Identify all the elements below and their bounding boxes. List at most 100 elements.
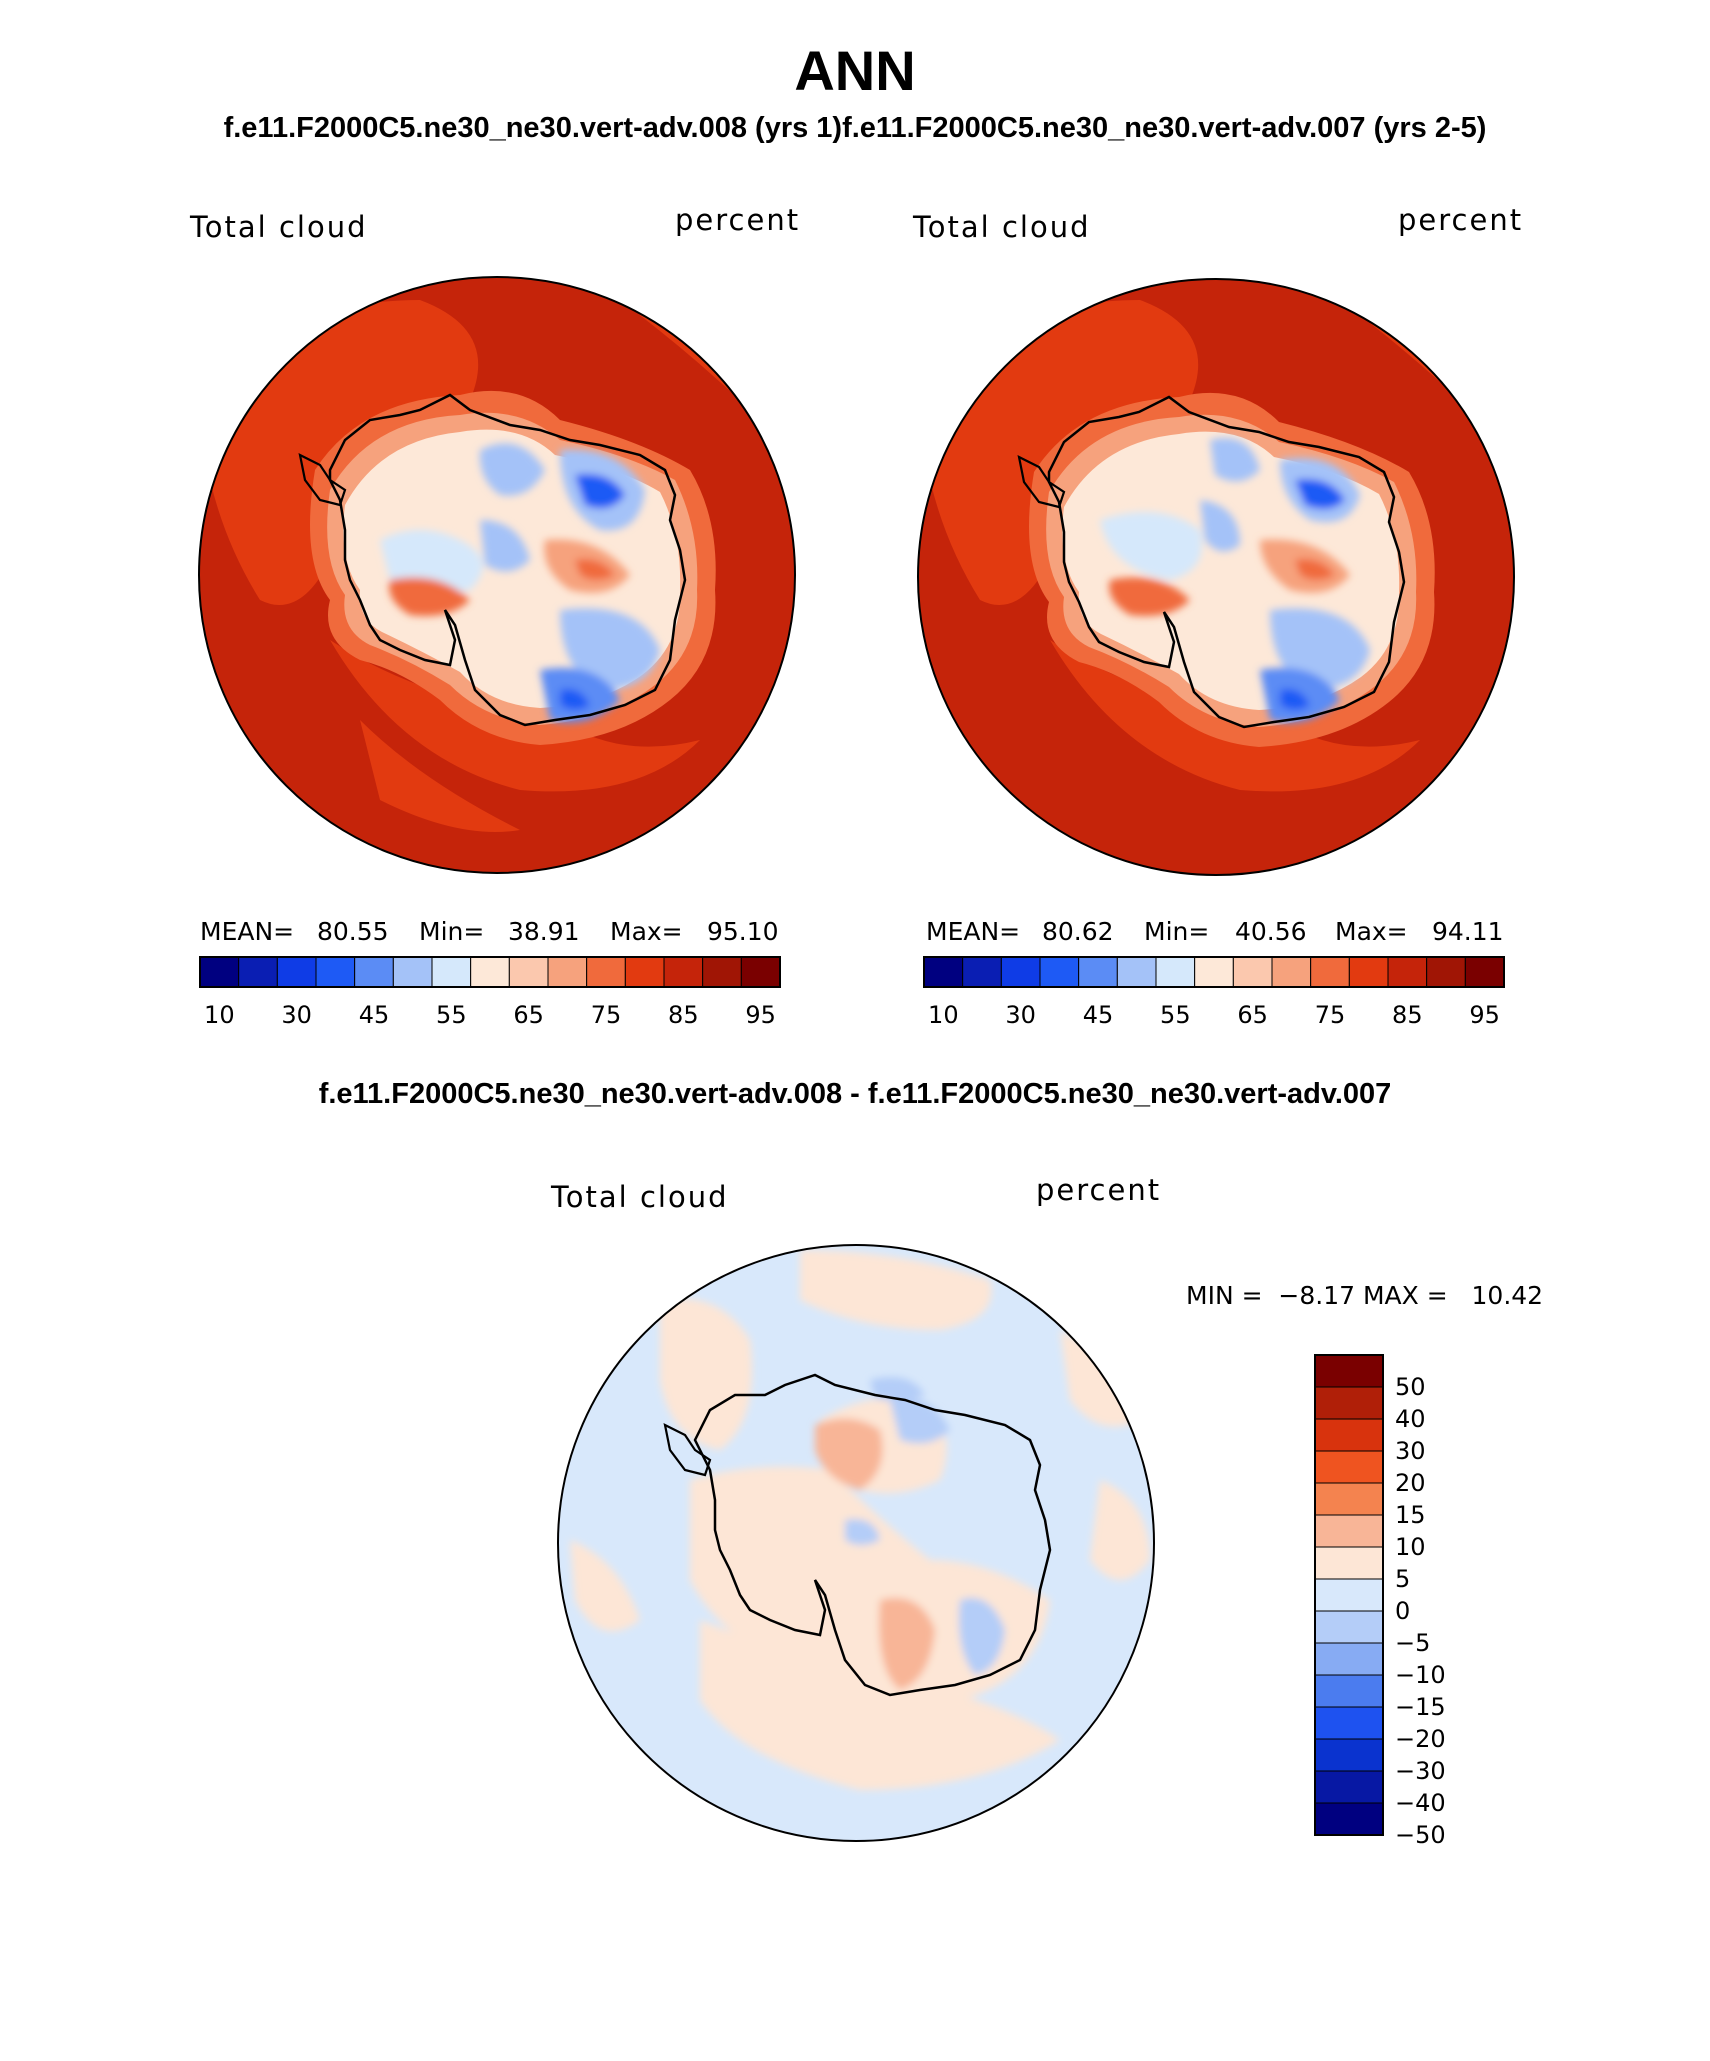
panel1-mean-value: 80.55 [317, 917, 389, 946]
colorbar-tick-label: 10 [1395, 1533, 1426, 1561]
colorbar-swatch [1271, 956, 1312, 988]
colorbar-swatch [199, 956, 240, 988]
map-panel-1 [198, 276, 796, 874]
panel1-min-value: 38.91 [508, 917, 580, 946]
colorbar-swatch [1078, 956, 1118, 988]
colorbar-swatch [1314, 1706, 1384, 1740]
colorbar-swatch [1314, 1546, 1384, 1580]
panel2-units-label: percent [1398, 203, 1524, 237]
colorbar-tick-label: −5 [1395, 1629, 1430, 1657]
diff-variable-label: Total cloud [551, 1180, 729, 1214]
panel2-mean-label: MEAN= [926, 917, 1021, 946]
colorbar-tick-label: 55 [436, 1001, 467, 1029]
colorbar-tick-label: −50 [1395, 1821, 1446, 1849]
colorbar-swatch [508, 956, 549, 988]
colorbar-swatch [962, 956, 1002, 988]
colorbar-tick-label: 10 [928, 1001, 959, 1029]
colorbar-swatch [1314, 1610, 1384, 1644]
colorbar-tick-label: 55 [1160, 1001, 1191, 1029]
colorbar-panel-1: 10 30 45 55 65 75 85 95 [199, 956, 781, 1029]
colorbar-tick-label: 75 [591, 1001, 622, 1029]
colorbar-tick-label: 10 [204, 1001, 235, 1029]
panel2-variable-label: Total cloud [913, 210, 1091, 244]
colorbar-swatch [740, 956, 781, 988]
colorbar-swatch [1000, 956, 1041, 988]
colorbar-swatch [1232, 956, 1273, 988]
colorbar-swatch [1387, 956, 1428, 988]
colorbar-tick-label: 15 [1395, 1501, 1426, 1529]
difference-title: f.e11.F2000C5.ne30_ne30.vert-adv.008 - f… [318, 1078, 1392, 1110]
panel1-max-value: 95.10 [707, 917, 779, 946]
panel2-min-value: 40.56 [1235, 917, 1307, 946]
colorbar-swatch [1310, 956, 1350, 988]
colorbar-swatch [315, 956, 356, 988]
colorbar-swatch [392, 956, 433, 988]
colorbar-swatch [1116, 956, 1157, 988]
panel1-variable-label: Total cloud [190, 210, 368, 244]
panel2-min-label: Min= [1144, 917, 1210, 946]
colorbar-frame [923, 956, 1505, 988]
colorbar-swatch [1314, 1354, 1384, 1388]
colorbar-tick-label: −40 [1395, 1789, 1446, 1817]
colorbar-tick-label: 45 [359, 1001, 390, 1029]
colorbar-swatch [1464, 956, 1505, 988]
colorbar-swatch [1039, 956, 1080, 988]
colorbar-swatch [1314, 1642, 1384, 1676]
colorbar-swatch [1314, 1578, 1384, 1612]
colorbar-swatch [1155, 956, 1196, 988]
colorbar-tick-label: −10 [1395, 1661, 1446, 1689]
colorbar-tick-label: 45 [1083, 1001, 1114, 1029]
map-panel-2 [917, 278, 1515, 876]
diff-units-label: percent [1036, 1173, 1162, 1207]
colorbar-swatch [1314, 1514, 1384, 1548]
colorbar-swatch [1314, 1482, 1384, 1516]
colorbar-swatch [1314, 1450, 1384, 1484]
colorbar-panel-2: 10 30 45 55 65 75 85 95 [923, 956, 1505, 1029]
panel1-units-label: percent [675, 203, 801, 237]
colorbar-tick-label: 30 [281, 1001, 312, 1029]
colorbar-tick-label: −30 [1395, 1757, 1446, 1785]
page-title: ANN [794, 39, 916, 102]
panel1-mean-label: MEAN= [200, 917, 295, 946]
colorbar-swatch [1314, 1802, 1384, 1836]
map-panel-difference [557, 1244, 1155, 1842]
colorbar-tick-label: 30 [1005, 1001, 1036, 1029]
colorbar-swatch [1314, 1386, 1384, 1420]
colorbar-swatch [547, 956, 588, 988]
panel2-max-label: Max= [1335, 917, 1408, 946]
colorbar-tick-label: 75 [1315, 1001, 1346, 1029]
colorbar-swatch [624, 956, 665, 988]
colorbar-swatch [1314, 1674, 1384, 1708]
colorbar-swatch [238, 956, 278, 988]
colorbar-tick-label: 85 [668, 1001, 699, 1029]
panel2-max-value: 94.11 [1432, 917, 1504, 946]
colorbar-swatch [1314, 1738, 1384, 1772]
colorbar-tick-label: 65 [1237, 1001, 1268, 1029]
colorbar-tick-label: 20 [1395, 1469, 1426, 1497]
colorbar-swatch [276, 956, 317, 988]
colorbar-swatch [470, 956, 510, 988]
panel1-max-label: Max= [610, 917, 683, 946]
colorbar-tick-label: −15 [1395, 1693, 1446, 1721]
colorbar-tick-label: 95 [1469, 1001, 1500, 1029]
colorbar-swatch [1426, 956, 1466, 988]
colorbar-tick-label: 0 [1395, 1597, 1410, 1625]
colorbar-swatch [663, 956, 704, 988]
colorbar-tick-label: 95 [745, 1001, 776, 1029]
colorbar-tick-label: 65 [513, 1001, 544, 1029]
colorbar-tick-label: 85 [1392, 1001, 1423, 1029]
colorbar-tick-label: 5 [1395, 1565, 1410, 1593]
colorbar-tick-label: 40 [1395, 1405, 1426, 1433]
panel2-mean-value: 80.62 [1042, 917, 1114, 946]
colorbar-swatch [586, 956, 626, 988]
colorbar-tick-label: −20 [1395, 1725, 1446, 1753]
colorbar-swatch [431, 956, 472, 988]
colorbar-tick-label: 50 [1395, 1373, 1426, 1401]
panel1-min-label: Min= [419, 917, 485, 946]
colorbar-tick-label: 30 [1395, 1437, 1426, 1465]
colorbar-swatch [1314, 1770, 1384, 1804]
diff-minmax-text: MIN = −8.17 MAX = 10.42 [1186, 1281, 1544, 1310]
colorbar-swatch [1194, 956, 1234, 988]
